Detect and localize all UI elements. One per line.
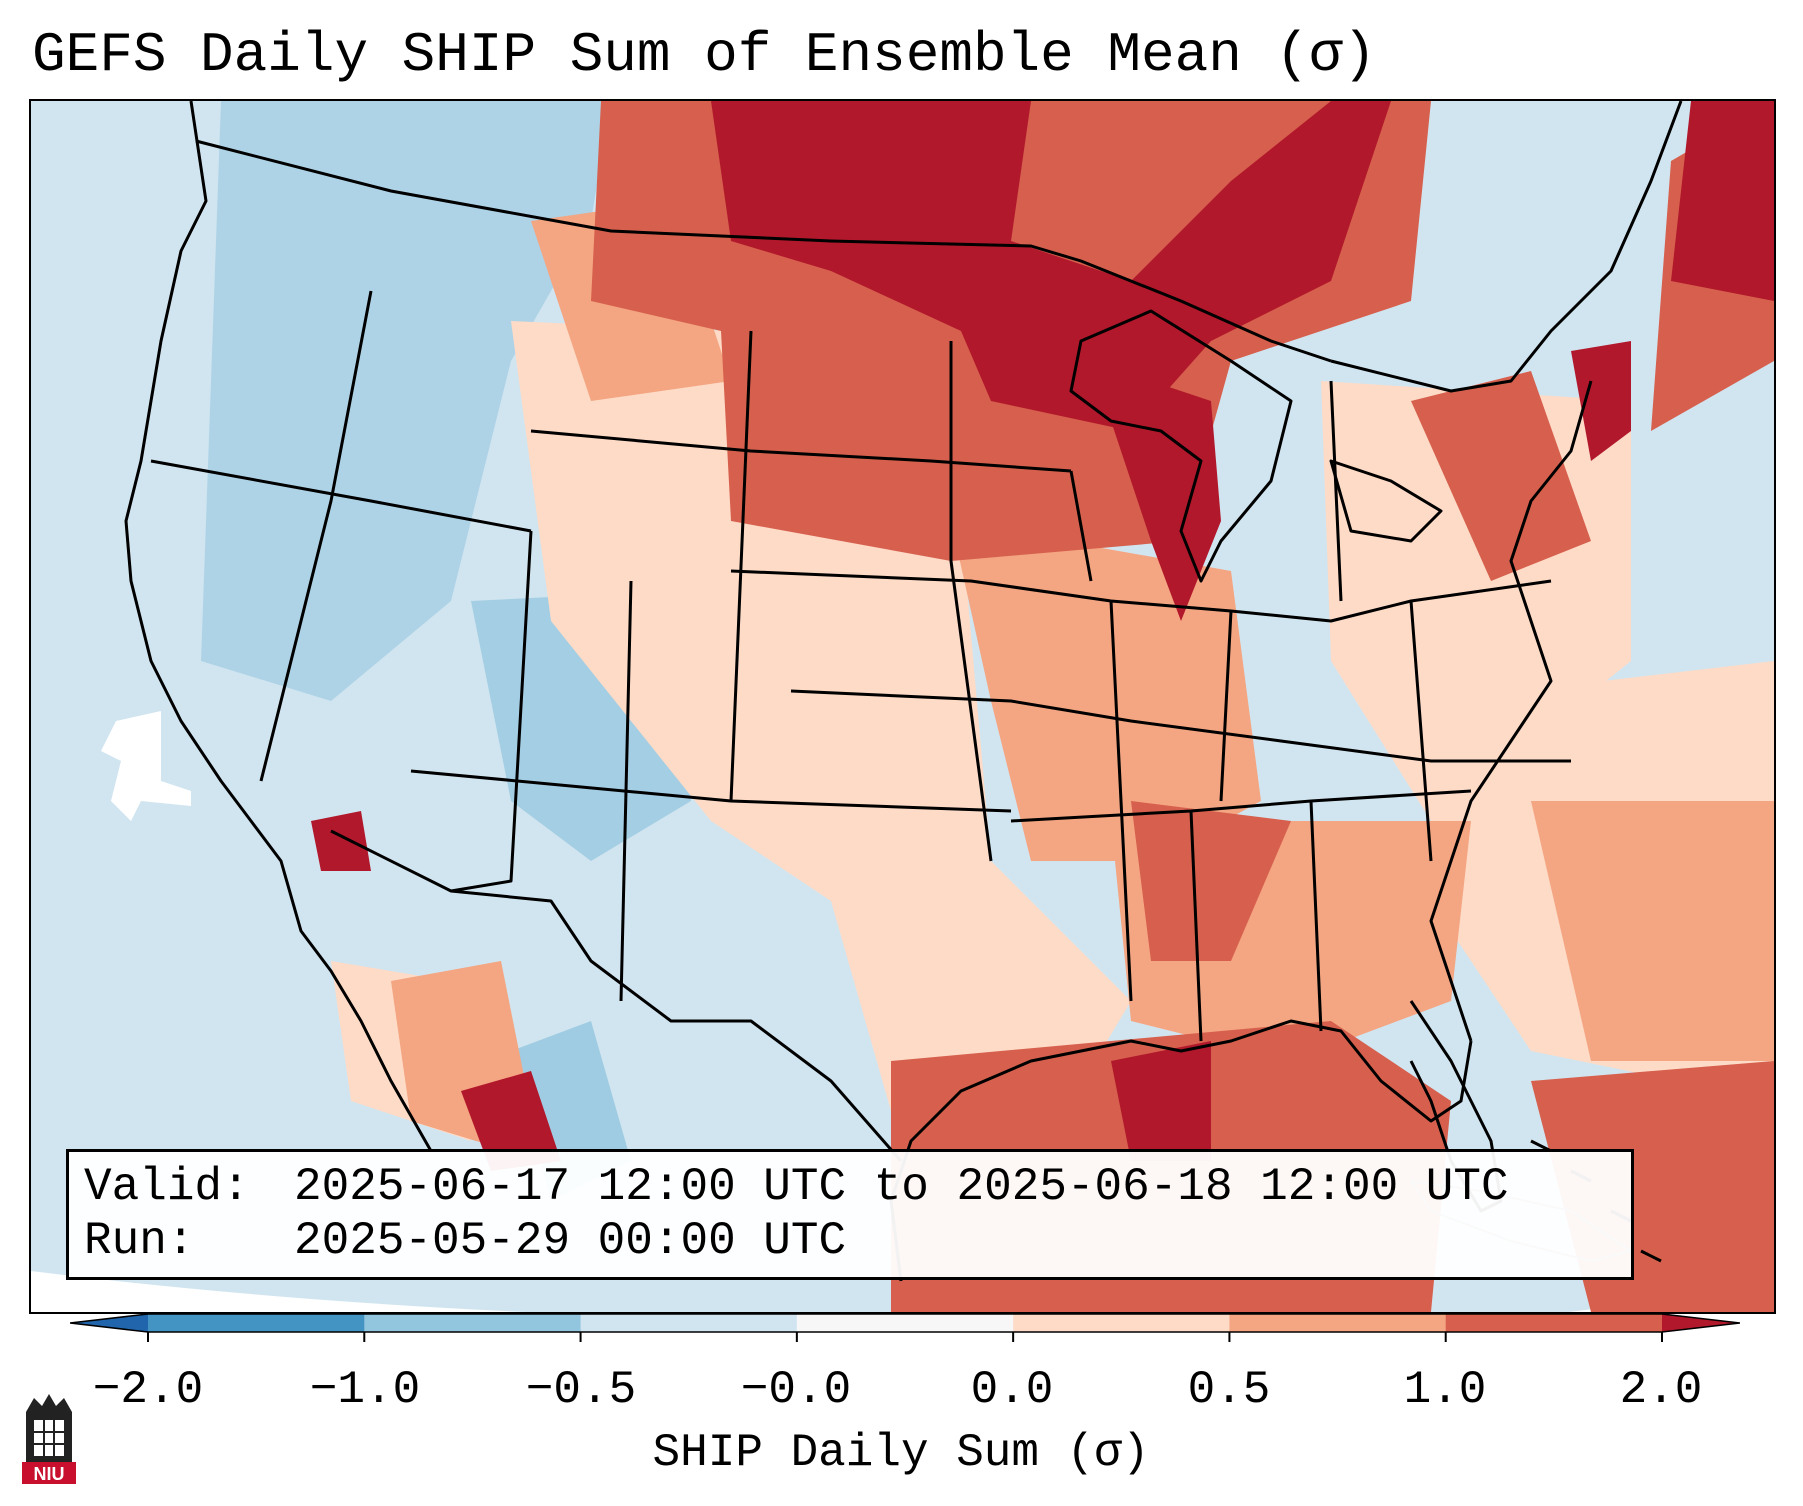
colorbar-tick-label: 2.0	[1619, 1364, 1703, 1416]
state-boundaries	[124, 101, 1683, 1282]
map-panel	[29, 99, 1776, 1314]
colorbar-extend-low	[70, 1314, 148, 1332]
colorbar-tick-label: −0.0	[740, 1364, 852, 1416]
run-label: Run:	[84, 1215, 195, 1267]
valid-label: Valid:	[84, 1161, 250, 1213]
colorbar-tick-label: 0.0	[970, 1364, 1054, 1416]
colorbar-segment	[364, 1314, 582, 1332]
colorbar-segment	[1229, 1314, 1447, 1332]
niu-logo: NIU	[22, 1394, 76, 1484]
colorbar-segment	[580, 1314, 798, 1332]
colorbar-tick-label: 1.0	[1403, 1364, 1487, 1416]
niu-logo-text: NIU	[34, 1464, 65, 1484]
colorbar-tick-label: −0.5	[525, 1364, 637, 1416]
colorbar-segment	[796, 1314, 1014, 1332]
colorbar-tick-label: −2.0	[92, 1364, 204, 1416]
anomaly-fill	[101, 101, 1774, 1312]
colorbar	[70, 1313, 1740, 1342]
validity-info-box: Valid: 2025-06-17 12:00 UTC to 2025-06-18…	[66, 1149, 1634, 1280]
valid-line: Valid: 2025-06-17 12:00 UTC to 2025-06-18…	[84, 1160, 1631, 1214]
colorbar-extend-high	[1662, 1314, 1740, 1332]
colorbar-tick-label: 0.5	[1187, 1364, 1271, 1416]
colorbar-segment	[1445, 1314, 1663, 1332]
colorbar-tick-label: −1.0	[309, 1364, 421, 1416]
run-line: Run: 2025-05-29 00:00 UTC	[84, 1214, 1631, 1268]
colorbar-title: SHIP Daily Sum (σ)	[652, 1427, 1150, 1479]
valid-value: 2025-06-17 12:00 UTC to 2025-06-18 12:00…	[294, 1161, 1509, 1213]
figure-title: GEFS Daily SHIP Sum of Ensemble Mean (σ)	[32, 23, 1377, 87]
colorbar-segment	[1013, 1314, 1230, 1332]
run-value: 2025-05-29 00:00 UTC	[294, 1215, 847, 1267]
colorbar-segment	[148, 1314, 365, 1332]
ship-anomaly-map	[31, 101, 1774, 1312]
